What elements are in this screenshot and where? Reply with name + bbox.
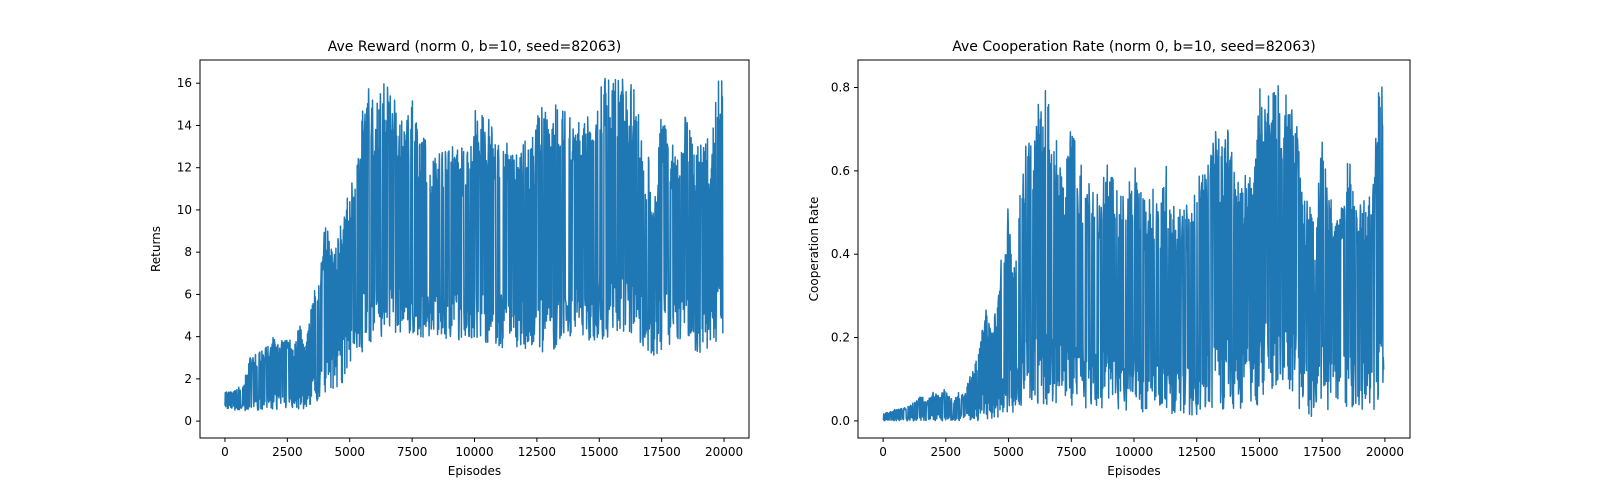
y-tick-label: 10 <box>177 203 192 217</box>
y-tick-label: 4 <box>184 330 192 344</box>
x-tick-label: 15000 <box>580 445 618 459</box>
x-tick-label: 5000 <box>334 445 365 459</box>
series-line <box>882 85 1385 422</box>
plot-area: 0 2500 5000 7500 10000 12500 15000 17500 20000 0 2… <box>177 59 750 459</box>
x-tick-label: 20000 <box>705 445 743 459</box>
x-tick-label: 2500 <box>931 445 962 459</box>
y-tick-label: 12 <box>177 161 192 175</box>
x-tick-label: 7500 <box>1056 445 1087 459</box>
x-tick-label: 10000 <box>455 445 493 459</box>
x-tick-label: 0 <box>879 445 887 459</box>
x-tick-label: 17500 <box>1303 445 1341 459</box>
x-tick-label: 12500 <box>518 445 556 459</box>
x-tick-label: 20000 <box>1366 445 1404 459</box>
y-tick-label: 16 <box>177 76 192 90</box>
reward-chart: Ave Reward (norm 0, b=10, seed=82063) Ep… <box>149 39 750 478</box>
y-tick-label: 14 <box>177 118 192 132</box>
plot-area: 0 2500 5000 7500 10000 12500 15000 17500 20000 0.… <box>831 59 1411 459</box>
x-axis-label: Episodes <box>448 464 501 478</box>
chart-title: Ave Cooperation Rate (norm 0, b=10, seed… <box>952 39 1315 55</box>
chart-title: Ave Reward (norm 0, b=10, seed=82063) <box>328 39 621 55</box>
x-axis-label: Episodes <box>1107 464 1160 478</box>
y-tick-label: 0.8 <box>831 81 850 95</box>
y-tick-label: 2 <box>184 372 192 386</box>
y-axis-label: Cooperation Rate <box>807 197 821 302</box>
x-tick-label: 15000 <box>1240 445 1278 459</box>
y-tick-label: 8 <box>184 245 192 259</box>
y-tick-label: 0.2 <box>831 331 850 345</box>
y-tick-label: 0.0 <box>831 414 850 428</box>
x-tick-label: 0 <box>221 445 229 459</box>
cooperation-chart: Ave Cooperation Rate (norm 0, b=10, seed… <box>807 39 1411 478</box>
series-line <box>224 77 724 412</box>
x-tick-label: 2500 <box>272 445 303 459</box>
y-tick-label: 0.4 <box>831 247 850 261</box>
x-tick-label: 7500 <box>397 445 428 459</box>
y-tick-label: 6 <box>184 287 192 301</box>
x-tick-label: 5000 <box>993 445 1024 459</box>
y-axis-label: Returns <box>149 226 163 272</box>
x-tick-label: 10000 <box>1115 445 1153 459</box>
y-tick-label: 0.6 <box>831 164 850 178</box>
x-tick-label: 17500 <box>643 445 681 459</box>
x-tick-label: 12500 <box>1178 445 1216 459</box>
y-tick-label: 0 <box>184 414 192 428</box>
